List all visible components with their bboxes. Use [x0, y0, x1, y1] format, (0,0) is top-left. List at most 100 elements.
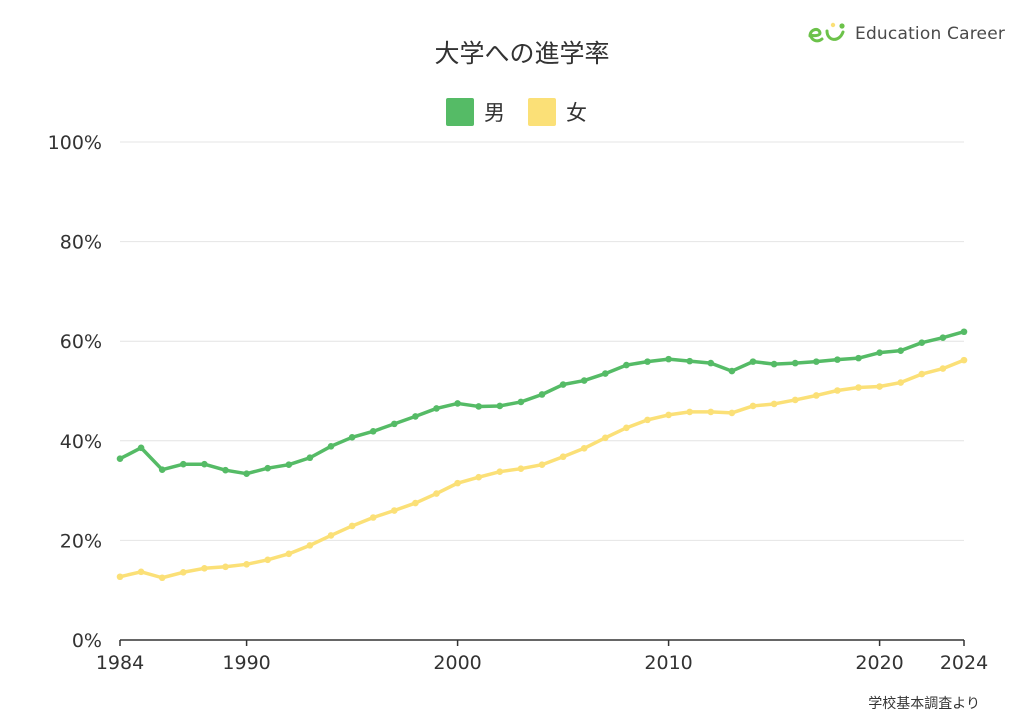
data-point: [707, 359, 715, 367]
y-tick-label: 60%: [60, 331, 102, 353]
data-point: [180, 568, 187, 576]
y-tick-label: 80%: [60, 232, 102, 254]
data-point: [180, 460, 187, 468]
data-point: [665, 355, 672, 363]
brand-logo: Education Career: [805, 20, 1005, 48]
chart-title: 大学への進学率: [434, 39, 609, 68]
data-point: [158, 574, 166, 582]
data-point: [813, 358, 820, 365]
data-point: [855, 384, 862, 391]
x-axis: 1984 1990 2000 2010 2020 2024: [96, 639, 988, 674]
data-point: [285, 461, 293, 469]
data-point: [918, 339, 926, 346]
data-point: [749, 402, 757, 410]
data-point: [644, 416, 651, 424]
brand-name: Education Career: [855, 24, 1006, 44]
data-point: [496, 402, 504, 410]
data-point: [348, 434, 356, 441]
data-point: [960, 328, 968, 336]
data-point: [791, 359, 799, 367]
data-point: [475, 403, 483, 410]
data-point: [137, 568, 145, 576]
data-point: [412, 499, 419, 507]
data-point: [454, 400, 461, 407]
data-point: [369, 428, 377, 435]
data-point: [475, 473, 483, 481]
data-point: [728, 409, 736, 417]
data-point: [939, 365, 947, 372]
data-point: [770, 400, 778, 408]
y-tick-label: 0%: [72, 630, 102, 652]
data-point: [201, 460, 208, 468]
data-point: [433, 490, 440, 497]
data-point: [391, 507, 398, 514]
data-point: [201, 564, 208, 572]
data-point: [285, 550, 293, 558]
data-point: [960, 356, 968, 364]
data-point: [327, 442, 335, 450]
data-point: [770, 360, 778, 368]
data-point: [306, 454, 314, 462]
data-point: [369, 514, 377, 521]
data-point: [897, 379, 904, 386]
series-line-0: [118, 329, 966, 476]
data-point: [243, 561, 250, 568]
legend-label-0: 男: [484, 101, 505, 125]
legend-swatch-1: [528, 98, 556, 126]
data-point: [686, 408, 693, 416]
data-point: [623, 361, 630, 369]
data-point: [517, 398, 525, 406]
data-point: [222, 466, 229, 474]
series-0: [116, 328, 968, 477]
series-layer: [116, 328, 968, 582]
data-point: [918, 370, 926, 378]
data-point: [116, 573, 124, 581]
data-point: [243, 470, 250, 477]
y-axis: 0% 20% 40% 60% 80% 100%: [48, 132, 102, 652]
legend-label-1: 女: [566, 101, 587, 125]
x-tick-label: 2020: [855, 652, 903, 674]
y-tick-label: 100%: [48, 132, 102, 154]
data-point: [707, 408, 715, 416]
data-point: [559, 381, 567, 388]
data-point: [876, 383, 883, 390]
data-point: [538, 391, 546, 398]
data-point: [813, 392, 820, 399]
data-point: [834, 387, 841, 394]
data-point: [728, 367, 736, 375]
data-point: [749, 358, 757, 365]
data-point: [327, 532, 335, 539]
ec-logo-icon: [808, 22, 845, 43]
data-point: [644, 358, 651, 365]
data-point: [306, 542, 314, 549]
data-point: [116, 455, 124, 463]
data-point: [348, 522, 356, 530]
data-point: [602, 434, 609, 442]
data-point: [834, 356, 841, 363]
data-point: [454, 479, 461, 487]
data-point: [496, 468, 504, 475]
data-point: [791, 396, 799, 404]
data-point: [580, 444, 588, 452]
x-tick-label: 2000: [433, 652, 481, 674]
data-point: [391, 420, 398, 428]
data-point: [222, 563, 229, 571]
data-point: [855, 354, 862, 362]
source-note: 学校基本調査より: [868, 695, 980, 712]
x-tick-label: 1984: [96, 652, 144, 674]
series-1: [116, 356, 968, 582]
data-point: [264, 464, 272, 472]
y-tick-label: 40%: [60, 431, 102, 453]
data-point: [876, 349, 883, 356]
x-tick-label: 2024: [940, 652, 988, 674]
data-point: [264, 556, 272, 564]
data-point: [665, 411, 672, 419]
data-point: [412, 413, 419, 420]
data-point: [686, 357, 693, 365]
data-point: [559, 453, 567, 461]
data-point: [517, 465, 525, 472]
data-point: [897, 347, 904, 354]
data-point: [137, 444, 145, 452]
